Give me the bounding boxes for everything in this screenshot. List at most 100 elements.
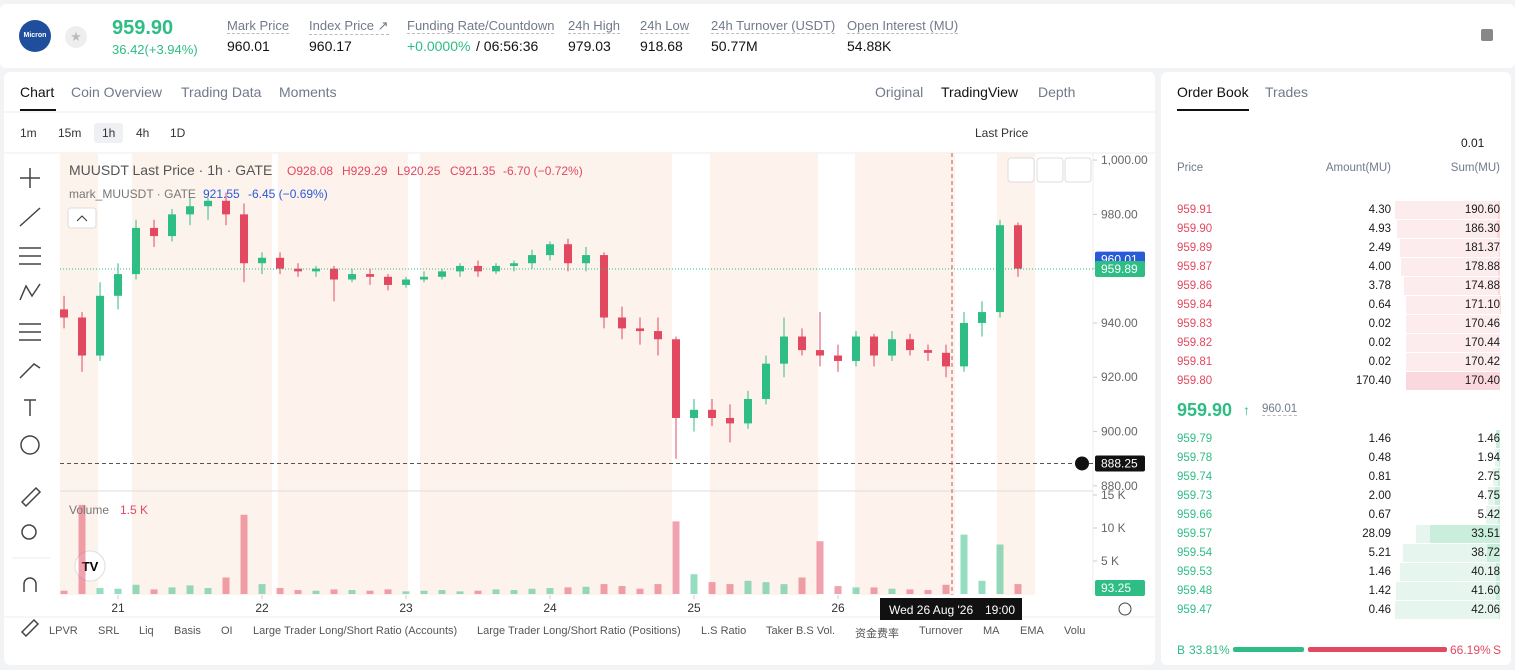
x-tick-label: 26 (831, 601, 845, 615)
stat-value: 54.88K (847, 38, 892, 54)
indicator[interactable]: Turnover (919, 625, 963, 637)
view-tab[interactable]: Depth (1038, 84, 1076, 100)
indicator[interactable]: 资金费率 (855, 628, 899, 640)
candle-body (654, 331, 663, 340)
indicator[interactable]: Large Trader Long/Short Ratio (Positions… (477, 625, 681, 637)
ob-sum: 2.75 (1477, 471, 1500, 483)
y-tick-label: 920.00 (1101, 370, 1138, 384)
ob-price: 959.74 (1177, 471, 1213, 483)
candle-body (564, 244, 573, 264)
buy-label: B (1177, 643, 1186, 657)
interval[interactable]: 4h (136, 126, 150, 140)
candle-body (186, 206, 195, 215)
depth-bar (1405, 296, 1500, 314)
indicator[interactable]: LPVR (49, 625, 78, 637)
candle-body (312, 268, 321, 272)
price-source[interactable]: Last Price (975, 126, 1029, 140)
candle-body (672, 339, 681, 418)
depth-bar (1493, 468, 1500, 486)
y-tick-label: 900.00 (1101, 425, 1138, 439)
x-tick-label: 25 (687, 601, 701, 615)
stat-label: Open Interest (MU) (847, 18, 959, 34)
depth-amount-bar (1495, 487, 1500, 505)
indicator[interactable]: L.S Ratio (701, 625, 747, 637)
interval[interactable]: 15m (58, 126, 82, 140)
depth-amount-bar (1429, 525, 1500, 543)
candle-body (168, 214, 177, 237)
depth-bar (1406, 353, 1500, 371)
candle-body (60, 309, 69, 318)
depth-bar (1396, 582, 1500, 600)
indicator[interactable]: OI (221, 625, 233, 637)
ob-amount: 0.46 (1368, 604, 1391, 616)
ob-sum: 170.42 (1464, 356, 1500, 368)
stat-label: 24h High (568, 18, 621, 34)
indicator[interactable]: Liq (139, 625, 154, 637)
indicator[interactable]: Basis (174, 625, 201, 637)
candle-body (474, 265, 483, 272)
sell-pct: 66.19% (1450, 643, 1491, 657)
logo: Micron (19, 20, 51, 52)
depth-bar (1400, 239, 1500, 257)
depth-bar (1395, 201, 1500, 219)
stat-extra: / 06:56:36 (476, 38, 539, 54)
candle-body (600, 255, 609, 318)
tab[interactable]: Chart (20, 84, 55, 100)
ob-tab[interactable]: Trades (1265, 84, 1309, 100)
candle-body (402, 279, 411, 285)
volume-tag: 93.25 (1101, 581, 1131, 595)
view-tab[interactable]: Original (875, 84, 924, 100)
depth-bar (1488, 487, 1500, 505)
candle-body (870, 336, 879, 356)
crosshair-tag-bg (1095, 455, 1145, 472)
indicator[interactable]: SRL (98, 625, 120, 637)
stat-value: 960.17 (309, 38, 352, 54)
stat-label: 24h Turnover (USDT) (711, 18, 836, 34)
ob-tab[interactable]: Order Book (1177, 84, 1249, 100)
candle-body (744, 398, 753, 424)
ob-underline (1177, 109, 1249, 111)
ob-amount: 2.00 (1368, 490, 1391, 502)
mid-price: 959.90 (1177, 400, 1233, 420)
volume-value: 1.5 K (120, 503, 148, 517)
interval[interactable]: 1D (170, 126, 186, 140)
candle-body (924, 350, 933, 353)
indicator[interactable]: MA (983, 625, 1000, 637)
ob-amount: 0.48 (1368, 452, 1391, 464)
indicator[interactable]: Large Trader Long/Short Ratio (Accounts) (253, 625, 458, 637)
ob-price: 959.89 (1177, 242, 1213, 254)
ob-sum: 33.51 (1471, 528, 1500, 540)
stat-value: 960.01 (227, 38, 270, 54)
tab[interactable]: Moments (279, 84, 337, 100)
precision[interactable]: 0.01 (1461, 136, 1485, 150)
volume-tag-bg (1095, 580, 1145, 596)
favorite[interactable]: ★ (65, 26, 87, 48)
volume-title: Volume (69, 503, 109, 517)
tab[interactable]: Trading Data (181, 84, 262, 100)
ob-price: 959.91 (1177, 204, 1213, 216)
ohlc: C921.35 (450, 164, 496, 178)
depth-amount-bar (1497, 220, 1500, 238)
depth-bar (1486, 506, 1500, 524)
indicator[interactable]: Taker B.S Vol. (766, 625, 836, 637)
candle-body (978, 312, 987, 323)
stat-value: 50.77M (711, 38, 758, 54)
ob-sum: 178.88 (1464, 261, 1500, 273)
ob-amount: 3.78 (1368, 280, 1391, 292)
interval[interactable]: 1m (20, 126, 37, 140)
interval[interactable]: 1h (94, 123, 124, 143)
ob-amount: 4.93 (1368, 223, 1391, 235)
depth-amount-bar (1498, 449, 1500, 467)
icon[interactable] (1481, 29, 1493, 41)
ob-amount: 28.09 (1362, 528, 1391, 540)
last-price: 959.90 (112, 17, 174, 39)
v-tick-label: 5 K (1101, 554, 1119, 568)
view-tab[interactable]: TradingView (941, 84, 1019, 100)
indicator[interactable]: EMA (1020, 625, 1044, 637)
tab[interactable]: Coin Overview (71, 84, 163, 100)
y-tick-label: 1,000.00 (1101, 153, 1148, 167)
candle-body (150, 227, 159, 237)
depth-amount-bar (1497, 258, 1500, 276)
indicator[interactable]: Volu (1064, 625, 1086, 637)
